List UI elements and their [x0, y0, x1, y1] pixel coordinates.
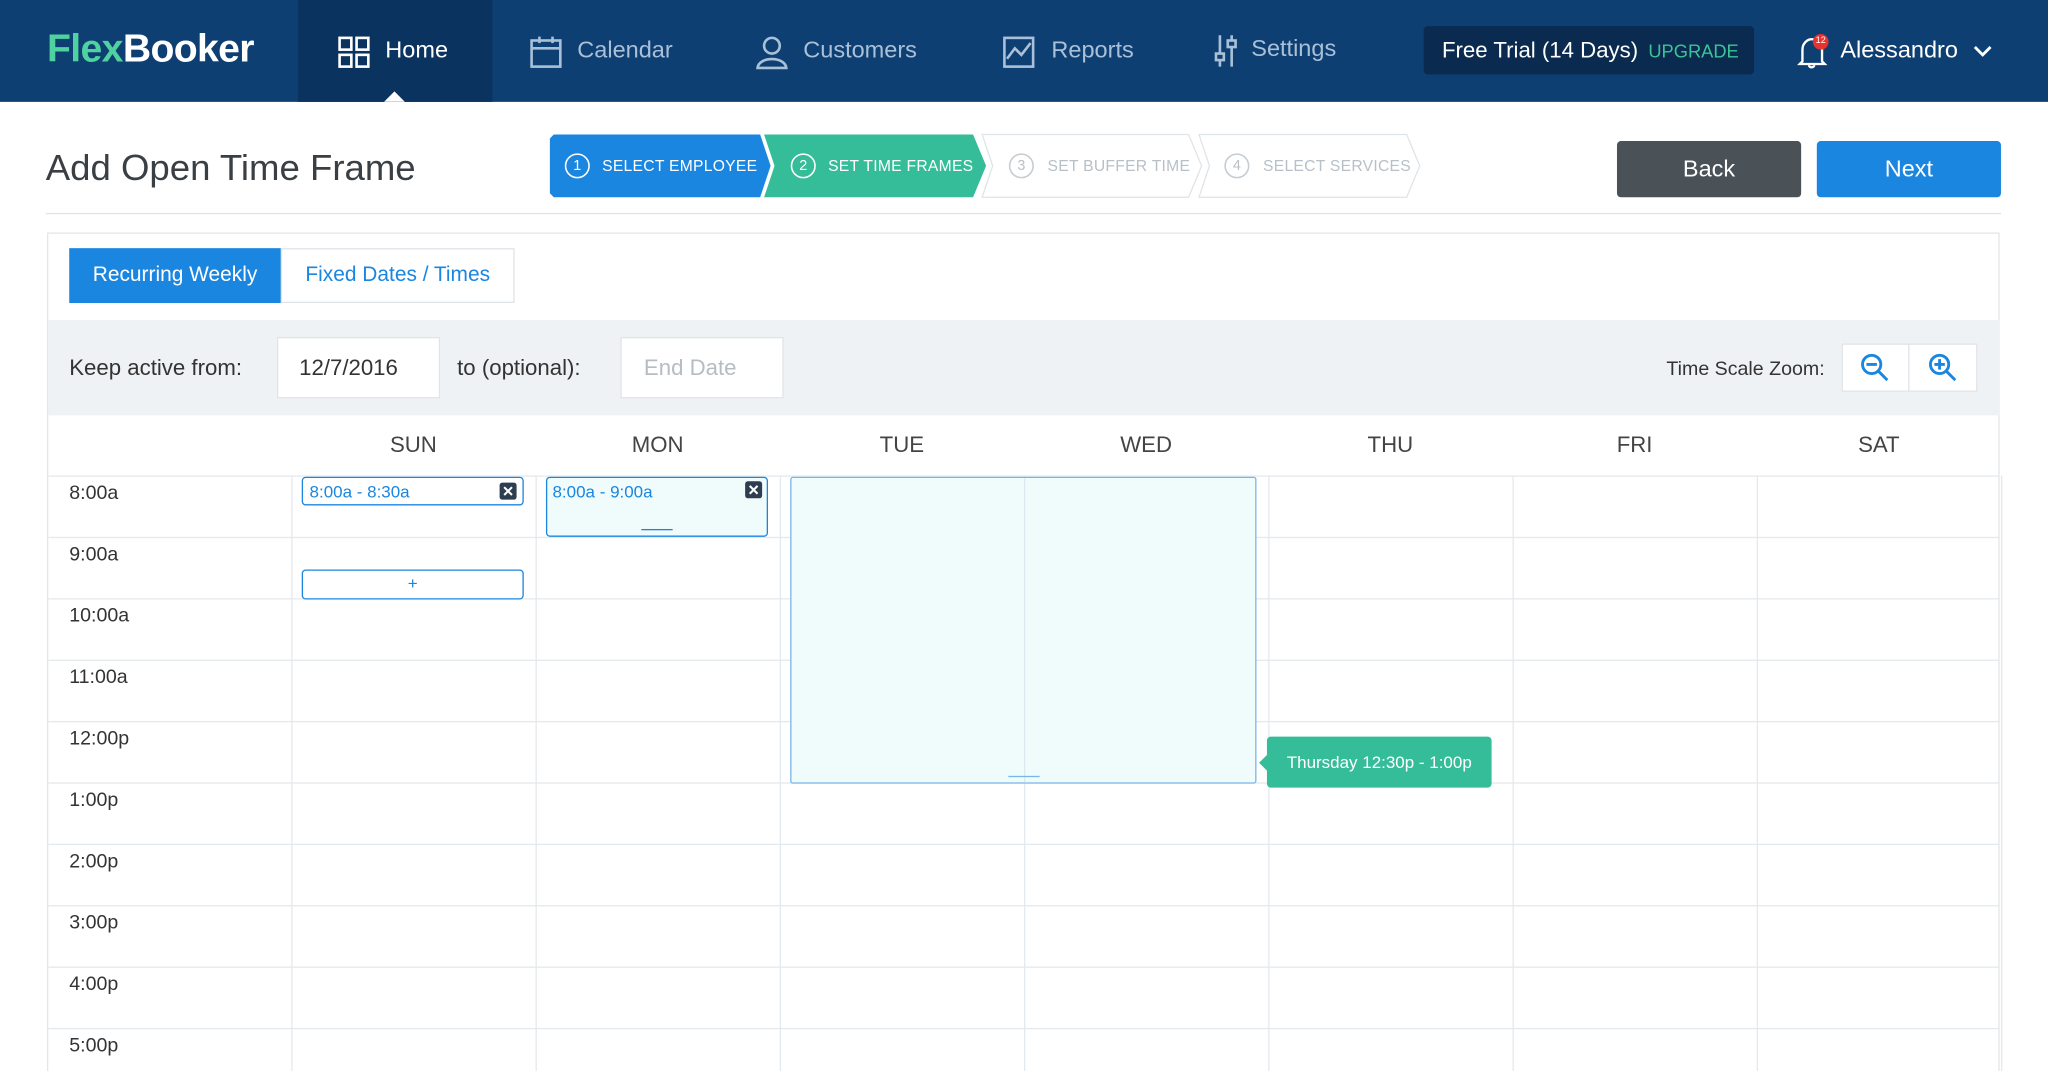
divider	[45, 212, 2001, 215]
trial-text: Free Trial (14 Days)	[1441, 37, 1639, 63]
zoom-sep	[1908, 343, 1910, 392]
active-nav-bg	[297, 0, 493, 102]
event-label: 8:00a - 8:30a	[309, 481, 410, 502]
bell-icon[interactable]	[1797, 35, 1828, 69]
grid-line	[1756, 475, 1759, 1071]
grid-line	[1512, 475, 1514, 1071]
grid-line	[291, 475, 293, 1071]
next-button[interactable]: Next	[1816, 141, 2001, 198]
step-number: 3	[1017, 158, 1026, 174]
upgrade-link[interactable]: UPGRADE	[1648, 40, 1739, 62]
event-label: 8:00a - 9:00a	[552, 481, 653, 502]
selection-divider	[1023, 478, 1026, 783]
nav-calendar[interactable]: Calendar	[577, 36, 673, 63]
user-chevron	[1973, 46, 1992, 57]
tab[interactable]: Fixed Dates / Times	[280, 248, 515, 304]
to-label: to (optional):	[457, 355, 581, 381]
resize-handle[interactable]	[641, 528, 673, 531]
step-number: 1	[573, 158, 582, 174]
step-label[interactable]: SET TIME FRAMES	[828, 156, 974, 176]
day-header: WED	[1120, 432, 1173, 458]
add-slot[interactable]: +	[301, 569, 524, 600]
active-caret	[383, 91, 405, 102]
calendar-icon	[530, 36, 562, 68]
time-label: 12:00p	[69, 727, 130, 750]
grid-line	[779, 475, 782, 1071]
day-header: THU	[1367, 432, 1414, 458]
step-label[interactable]: SET BUFFER TIME	[1047, 156, 1191, 176]
zoom-label: Time Scale Zoom:	[1666, 357, 1825, 381]
event-block[interactable]	[301, 476, 524, 506]
nav-settings[interactable]: Settings	[1251, 35, 1337, 62]
page-title: Add Open Time Frame	[45, 147, 416, 189]
time-label: 11:00a	[69, 666, 128, 689]
time-label: 5:00p	[69, 1034, 119, 1057]
time-label: 10:00a	[69, 604, 130, 627]
selection-block[interactable]	[790, 476, 1257, 784]
from-input[interactable]: 12/7/2016	[276, 336, 441, 399]
time-label: 3:00p	[69, 911, 119, 934]
logo[interactable]: FlexBooker	[47, 27, 255, 71]
grid-line	[535, 475, 537, 1071]
back-button[interactable]: Back	[1616, 141, 1802, 198]
to-input[interactable]: End Date	[620, 336, 784, 399]
event-block[interactable]	[545, 476, 768, 537]
event-delete[interactable]	[744, 481, 763, 499]
grid-line	[2000, 475, 2003, 1071]
user-name[interactable]: Alessandro	[1840, 36, 1958, 63]
notification-badge: 12	[1812, 33, 1829, 50]
nav-reports[interactable]: Reports	[1051, 36, 1134, 63]
trial-box[interactable]	[1423, 26, 1755, 75]
time-label: 2:00p	[69, 850, 119, 873]
nav-customers[interactable]: Customers	[803, 36, 917, 63]
day-header: MON	[631, 432, 684, 458]
day-header: FRI	[1616, 432, 1653, 458]
step-number: 2	[799, 158, 808, 174]
tab-active[interactable]: Recurring Weekly	[69, 248, 281, 304]
time-label: 4:00p	[69, 973, 119, 996]
nav-home[interactable]: Home	[385, 36, 449, 63]
home-icon	[338, 36, 370, 68]
step-number: 4	[1232, 158, 1241, 174]
step-label[interactable]: SELECT EMPLOYEE	[602, 156, 758, 176]
time-label: 1:00p	[69, 788, 119, 812]
customers-icon	[756, 36, 788, 70]
day-header: SUN	[389, 432, 437, 458]
tooltip: Thursday 12:30p - 1:00p	[1266, 736, 1492, 788]
zoom-out[interactable]	[1860, 353, 1891, 384]
panel	[47, 232, 2000, 1071]
resize-handle[interactable]	[1008, 775, 1040, 778]
time-label: 8:00a	[69, 481, 119, 505]
logo-flex: Flex	[47, 27, 123, 71]
day-header: SAT	[1858, 432, 1900, 458]
settings-icon	[1214, 35, 1237, 67]
time-label: 9:00a	[69, 543, 119, 566]
step-label[interactable]: SELECT SERVICES	[1263, 156, 1411, 176]
zoom-in[interactable]	[1928, 353, 1959, 384]
logo-booker: Booker	[122, 27, 255, 71]
day-header: TUE	[879, 432, 925, 458]
event-delete[interactable]	[499, 482, 517, 500]
reports-icon	[1003, 36, 1035, 68]
from-label: Keep active from:	[69, 355, 242, 381]
steps	[549, 133, 1421, 198]
